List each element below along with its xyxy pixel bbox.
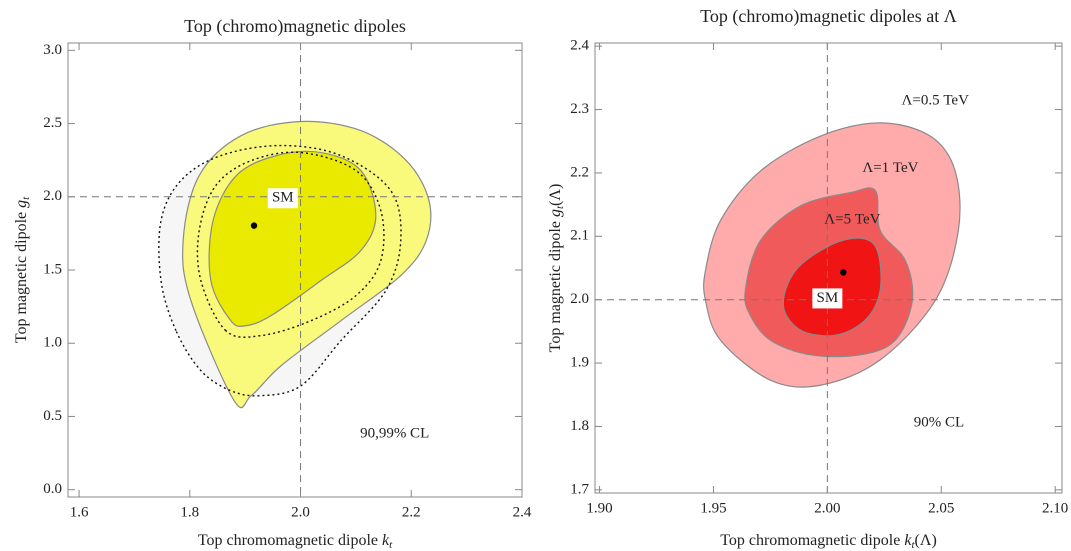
y-tick-label: 2.2 (570, 164, 589, 180)
axis-title-sub: t (389, 539, 393, 551)
x-tick-label: 2.0 (291, 504, 310, 520)
axis-title-symbol: g (547, 209, 564, 217)
x-tick-label: 2.00 (814, 500, 840, 516)
annotation: 90% CL (914, 415, 964, 431)
contour-label: Λ=0.5 TeV (901, 92, 969, 108)
x-tick-label: 2.2 (402, 504, 421, 520)
contour-dotted (196, 151, 385, 338)
y-tick-label: 2.4 (570, 38, 589, 54)
x-tick-label: 1.6 (70, 504, 89, 520)
y-tick-label: 3.0 (43, 42, 62, 58)
annotation: SM (817, 290, 839, 306)
y-tick-label: 2.0 (43, 188, 62, 204)
annotation-box (812, 288, 843, 309)
axis-title-suffix: (Λ) (547, 184, 564, 206)
y-tick-label: 1.0 (43, 335, 62, 351)
axis-title-symbol: k (904, 532, 912, 549)
axis-title-sub: t (20, 196, 32, 200)
x-tick-label: 1.90 (586, 500, 612, 516)
contour-region (782, 237, 882, 337)
annotation: 90,99% CL (360, 425, 429, 441)
axis-title: Top chromomagnetic dipole kt(Λ) (720, 532, 937, 551)
x-tick-label: 1.8 (180, 504, 199, 520)
chart-title: Top (chromo)magnetic dipoles at Λ (700, 6, 957, 27)
contour-region (208, 150, 377, 328)
x-tick-label: 2.05 (928, 500, 954, 516)
y-tick-label: 1.7 (570, 481, 589, 497)
axis-title-text: Top magnetic dipole (13, 212, 30, 343)
plot-area (68, 43, 522, 497)
axis-title: Top magnetic dipole gt (13, 196, 32, 343)
x-tick-label: 2.4 (513, 504, 532, 520)
contour-label: Λ=1 TeV (862, 160, 918, 176)
annotation: SM (272, 190, 294, 206)
axis-title-sub: t (911, 539, 915, 551)
contour-dotted (158, 144, 402, 397)
point (250, 222, 258, 229)
axis-title: Top chromomagnetic dipole kt (198, 532, 393, 551)
chart-panel: Λ=0.5 TeV Λ=1 TeV Λ=5 TeV SM 90% CL 1.90 1.95 2… (547, 6, 1069, 550)
axis-title-symbol: k (382, 532, 390, 549)
axis-title-text: Top chromomagnetic dipole (198, 532, 378, 549)
y-tick-label: 0.0 (43, 481, 62, 497)
chart-title: Top (chromo)magnetic dipoles (184, 16, 406, 37)
x-tick-label: 2.10 (1042, 500, 1068, 516)
axis-title-sub: t (554, 205, 566, 209)
chart-panel: SM 90,99% CL 1.6 1.8 2.0 2.2 2.4 0.0 0.5 1.0 1.5 2.… (13, 16, 532, 550)
y-tick-label: 2.3 (570, 101, 589, 117)
axis-title-suffix: (Λ) (915, 532, 937, 549)
y-tick-label: 2.5 (43, 115, 62, 131)
y-tick-label: 0.5 (43, 408, 62, 424)
axis-title: Top magnetic dipole gt(Λ) (547, 184, 566, 353)
point (840, 269, 847, 276)
plot-area (595, 43, 1062, 493)
y-tick-label: 1.8 (570, 418, 589, 434)
y-tick-label: 2.1 (570, 228, 589, 244)
contour-label: Λ=5 TeV (824, 212, 880, 228)
y-tick-label: 2.0 (570, 291, 589, 307)
axis-title-text: Top magnetic dipole (547, 221, 564, 352)
plot-frame (594, 42, 1063, 494)
x-tick-label: 1.95 (700, 500, 726, 516)
annotation-box (267, 188, 298, 209)
y-tick-label: 1.9 (570, 355, 589, 371)
axis-title-symbol: g (13, 200, 30, 208)
axis-title-text: Top chromomagnetic dipole (720, 532, 900, 549)
y-tick-label: 1.5 (43, 261, 62, 277)
